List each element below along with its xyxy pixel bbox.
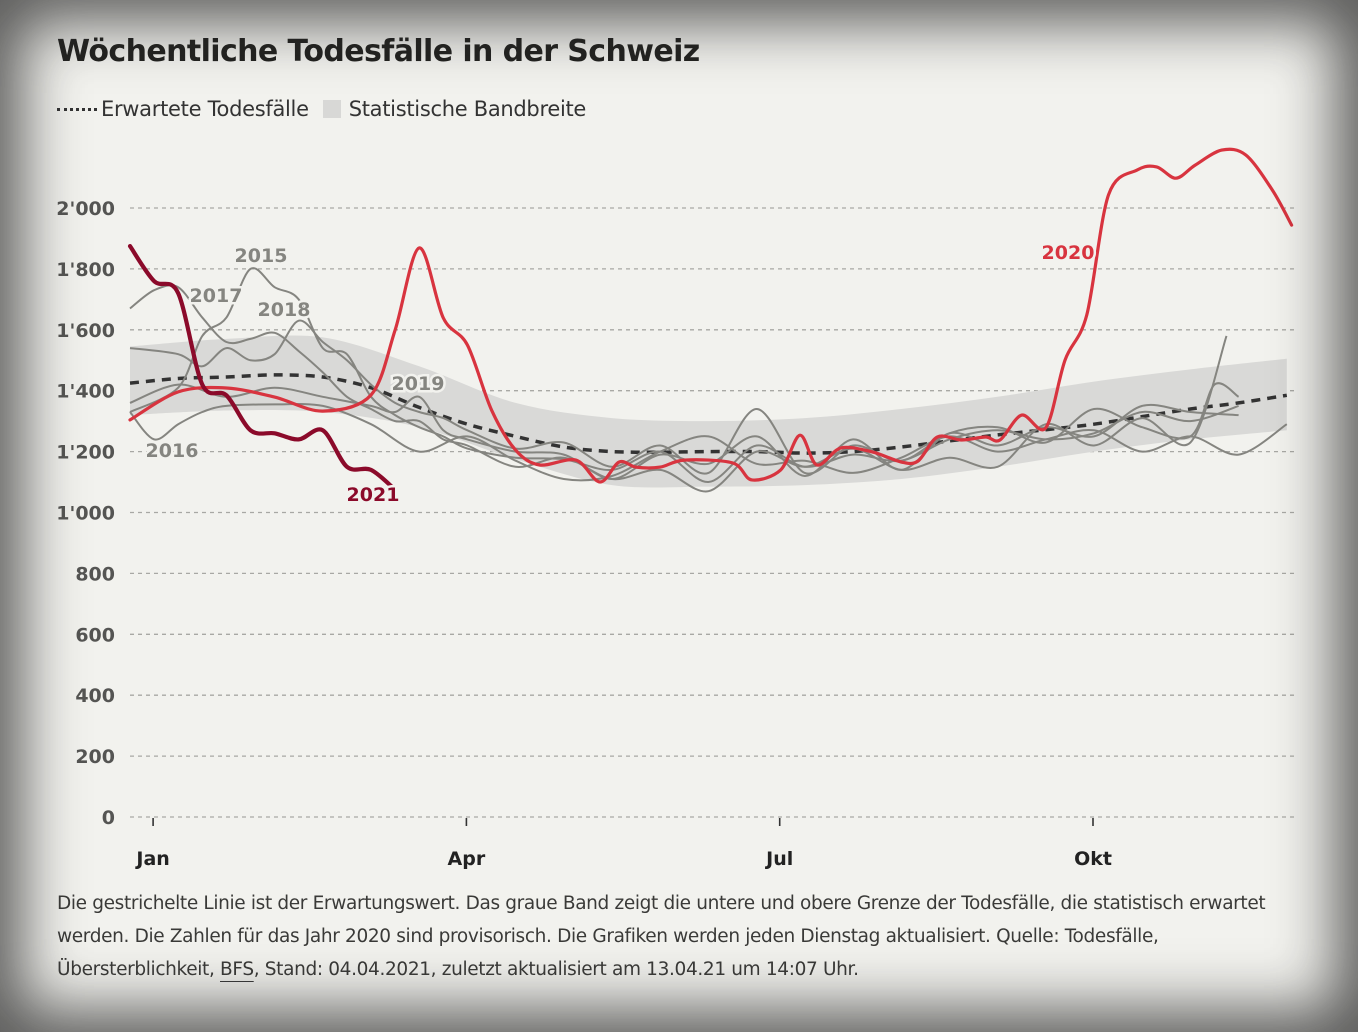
series-label-2018: 2018: [258, 299, 311, 321]
series-label-2016: 2016: [146, 440, 199, 462]
y-tick-label: 800: [75, 563, 115, 585]
caption-text-1: Die gestrichelte Linie ist der Erwartung…: [57, 893, 1266, 980]
band-layer: [130, 335, 1287, 488]
y-axis: 0 200 400 600 800 1'000 1'200 1'400 1'600 1'800 2'…: [56, 198, 115, 829]
caption-text-2: , Stand: 04.04.2021, zuletzt aktualisier…: [253, 959, 859, 980]
x-tick-label: Jan: [134, 848, 169, 870]
x-axis: Jan Apr Jul Okt: [134, 818, 1112, 870]
x-tick-label: Jul: [764, 848, 793, 870]
y-tick-label: 2'000: [56, 198, 115, 220]
source-link-bfs[interactable]: BFS: [220, 959, 254, 980]
series-line-2016: [129, 402, 1288, 482]
series-labels-layer: 2015 2016 2017 2018 2019 2020 2021: [143, 240, 1097, 509]
chart-title: Wöchentliche Todesfälle in der Schweiz: [57, 34, 700, 69]
statistical-band: [130, 335, 1287, 488]
series-label-2021: 2021: [347, 484, 400, 506]
expected-line-swatch: [57, 107, 97, 111]
y-tick-label: 0: [102, 807, 115, 829]
series-label-2015: 2015: [235, 245, 288, 267]
series-line-2020: [128, 147, 1294, 484]
y-tick-label: 1'000: [56, 503, 115, 525]
y-tick-label: 200: [75, 746, 115, 768]
y-tick-label: 600: [75, 624, 115, 646]
y-tick-label: 1'800: [56, 259, 115, 281]
legend-expected-label: Erwartete Todesfälle: [101, 97, 309, 121]
series-label-2020: 2020: [1042, 242, 1095, 264]
chart-svg: 2015 2016 2017 2018 2019 2020 2021 0 200 400 600 8…: [56, 147, 1294, 870]
series-label-2017: 2017: [190, 285, 243, 307]
x-tick-label: Apr: [448, 848, 486, 870]
current-years-layer: [127, 147, 1294, 492]
series-line-2021: [127, 244, 398, 492]
band-swatch: [322, 100, 341, 118]
x-tick-label: Okt: [1074, 848, 1112, 870]
legend-band-label: Statistische Bandbreite: [348, 97, 587, 121]
y-tick-label: 1'400: [56, 381, 115, 403]
grid: [130, 207, 1294, 818]
series-line-2015: [129, 267, 1239, 484]
expected-layer: [129, 373, 1288, 455]
y-tick-label: 1'200: [56, 442, 115, 464]
series-line-2018: [129, 319, 1240, 475]
y-tick-label: 400: [75, 685, 115, 707]
caption: Die gestrichelte Linie ist der Erwartung…: [57, 887, 1287, 986]
expected-deaths-line: [129, 373, 1288, 455]
legend: Erwartete Todesfälle Statistische Bandbr…: [57, 94, 586, 124]
series-line-2017: [129, 284, 1228, 493]
y-tick-label: 1'600: [56, 320, 115, 342]
series-label-2019: 2019: [392, 373, 445, 395]
